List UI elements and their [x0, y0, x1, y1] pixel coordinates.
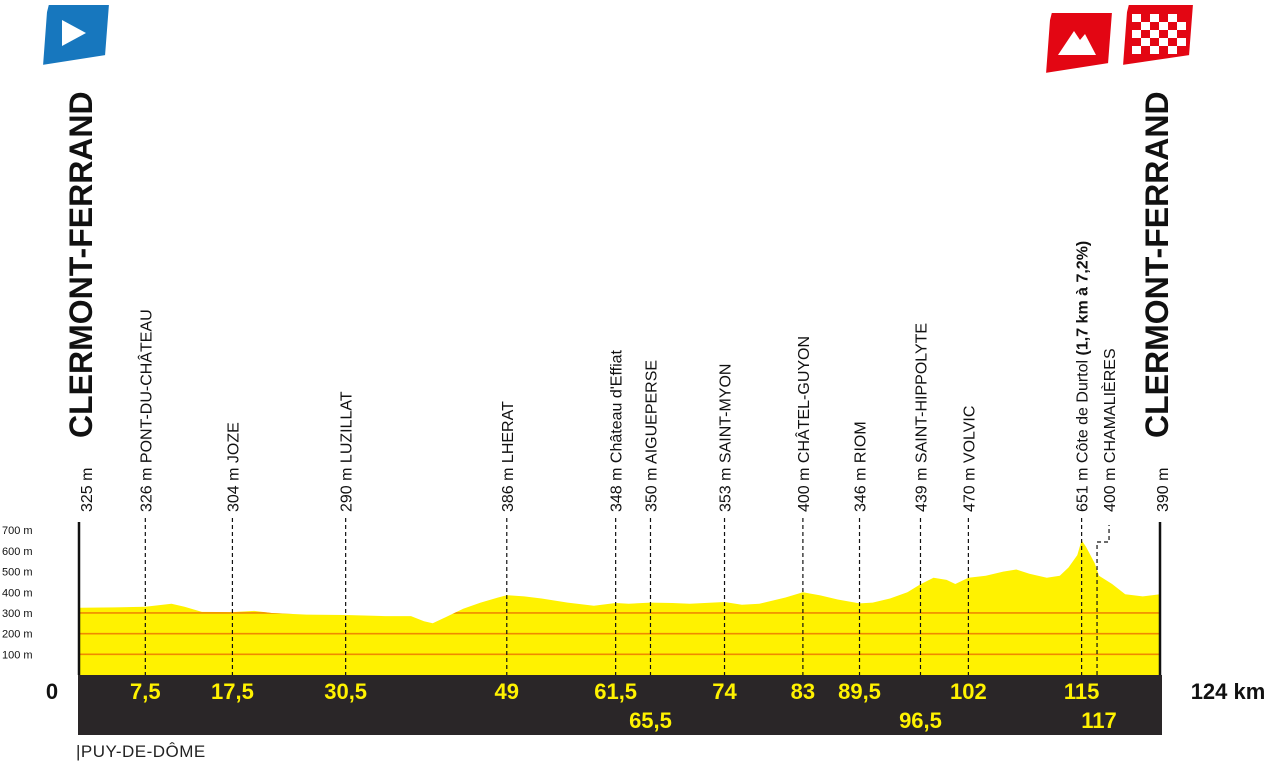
waypoint-label: 326 m PONT-DU-CHÂTEAU [136, 309, 155, 512]
waypoint-km-label: 65,5 [629, 708, 672, 733]
waypoint-km-label: 102 [950, 679, 987, 704]
waypoint-name: AIGUEPERSE [643, 360, 660, 464]
waypoint-labels: 325 m CLERMONT-FERRAND 390 m CLERMONT-FERRA… [63, 91, 1175, 675]
waypoint-altitude: 386 m [500, 463, 517, 512]
waypoint-km-label: 7,5 [130, 679, 161, 704]
region-footer: |PUY-DE-DÔME [76, 742, 206, 761]
waypoint-name: SAINT-MYON [718, 364, 735, 464]
waypoint-km-label: 74 [712, 679, 737, 704]
waypoint-altitude: 326 m [138, 463, 155, 512]
y-tick-label: 500 m [2, 567, 33, 579]
total-distance-label: 124 km [1191, 679, 1266, 704]
y-tick-label: 600 m [2, 546, 33, 558]
waypoint-label: 353 m SAINT-MYON [718, 364, 735, 512]
waypoint-altitude: 350 m [643, 464, 660, 512]
climb-details: (1,7 km à 7,2%) [1075, 241, 1092, 360]
start-km-label: 0 [46, 679, 58, 704]
waypoint-name: LUZILLAT [339, 391, 356, 463]
waypoint-km-label: 83 [791, 679, 815, 704]
waypoint-label: 400 m CHAMALIÈRES [1100, 348, 1119, 512]
waypoint-altitude: 400 m [1102, 463, 1119, 512]
y-tick-label: 200 m [2, 629, 33, 641]
y-tick-label: 100 m [2, 649, 33, 661]
altitude-bands [80, 612, 1160, 656]
waypoint-altitude: 470 m [961, 463, 978, 512]
waypoint-label: 346 m RIOM [853, 421, 870, 512]
waypoint-km-label: 30,5 [324, 679, 367, 704]
waypoint-km-label: 117 [1081, 708, 1117, 733]
y-tick-label: 700 m [2, 525, 33, 537]
waypoint-km-label: 17,5 [211, 679, 254, 704]
waypoint-km-label: 115 [1064, 679, 1100, 704]
distance-bar-bg [78, 675, 1162, 735]
waypoint-name: SAINT-HIPPOLYTE [913, 323, 930, 463]
waypoint-label: 386 m LHERAT [500, 401, 517, 512]
waypoint-altitude: 651 m [1075, 463, 1092, 512]
waypoint-km-label: 49 [495, 679, 519, 704]
finish-checkered-icon [1120, 3, 1196, 68]
icon-layer [40, 3, 1196, 76]
waypoint-altitude: 439 m [913, 463, 930, 512]
y-tick-label: 300 m [2, 608, 33, 620]
waypoint-label: 350 m AIGUEPERSE [643, 360, 660, 512]
start-altitude-label: 325 m [79, 468, 96, 512]
waypoint-km-label: 89,5 [838, 679, 881, 704]
climb-name: Côte de Durtol [1075, 360, 1092, 463]
waypoint-name: LHERAT [500, 401, 517, 463]
waypoint-km-label: 61,5 [594, 679, 637, 704]
waypoint-label: 400 m CHÂTEL-GUYON [794, 336, 813, 512]
waypoint-label: 290 m LUZILLAT [339, 391, 356, 512]
waypoint-name: JOZE [225, 422, 242, 463]
profile-area [77, 522, 1162, 675]
waypoint-label: 439 m SAINT-HIPPOLYTE [913, 323, 930, 512]
waypoint-altitude: 353 m [718, 463, 735, 512]
waypoint-altitude: 400 m [796, 463, 813, 512]
climb-mountain-icon [1043, 11, 1115, 76]
waypoint-name: VOLVIC [961, 406, 978, 464]
waypoint-leader [1096, 525, 1110, 675]
waypoint-label: 304 m JOZE [225, 422, 242, 512]
waypoint-name: CHÂTEL-GUYON [794, 336, 813, 463]
profile-fill [80, 540, 1160, 675]
finish-town-label: CLERMONT-FERRAND [1139, 91, 1175, 438]
start-town-label: CLERMONT-FERRAND [63, 91, 99, 438]
finish-altitude-label: 390 m [1155, 468, 1172, 512]
waypoint-name: CHAMALIÈRES [1100, 348, 1119, 463]
waypoint-label: 470 m VOLVIC [961, 406, 978, 512]
y-axis: 100 m 200 m 300 m 400 m 500 m 600 m 700 m [2, 525, 33, 661]
waypoint-name: Château d'Effiat [609, 349, 626, 463]
waypoint-label: 348 m Château d'Effiat [609, 349, 626, 512]
waypoint-altitude: 290 m [339, 463, 356, 512]
waypoint-altitude: 304 m [225, 463, 242, 512]
region-label: PUY-DE-DÔME [80, 742, 206, 761]
waypoint-km-label: 96,5 [899, 708, 942, 733]
start-flag-icon [40, 3, 112, 68]
distance-bar: 0 124 km 7,5 17,5 30,5 49 61,5 65,5 74 83 89,5 96,5… [46, 675, 1265, 735]
waypoint-altitude: 348 m [609, 463, 626, 512]
waypoint-name: RIOM [853, 421, 870, 463]
waypoint-altitude: 346 m [853, 463, 870, 512]
waypoint-name: PONT-DU-CHÂTEAU [136, 309, 155, 463]
waypoint-label: 651 m Côte de Durtol (1,7 km à 7,2%) [1075, 241, 1092, 512]
y-tick-label: 400 m [2, 587, 33, 599]
